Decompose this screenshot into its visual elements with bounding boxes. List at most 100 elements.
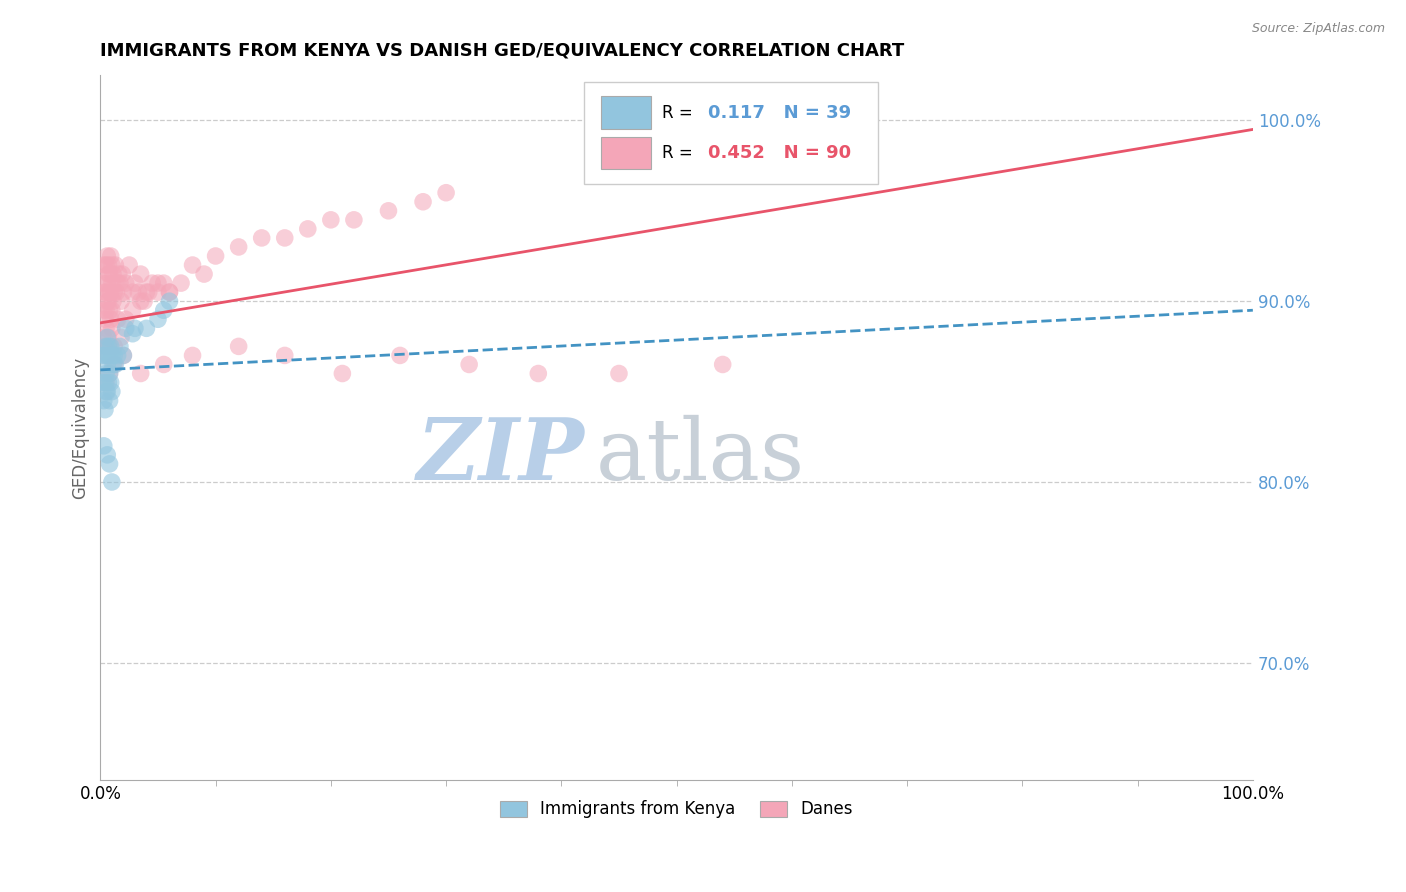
Point [105,285,128,300]
Point [159,285,181,300]
Point [98,267,121,281]
FancyBboxPatch shape [600,136,651,169]
Point [434,186,457,200]
Point [101,348,124,362]
Point [711,358,734,372]
Point [91,276,114,290]
Point [118,258,141,272]
Point [96,358,118,372]
Point [94,376,117,390]
Point [135,321,157,335]
Point [458,358,481,372]
Text: R =: R = [662,103,697,121]
Point [388,348,411,362]
Point [98,367,121,381]
Point [101,258,124,272]
Point [141,276,163,290]
Point [124,276,146,290]
Text: 0.117   N = 39: 0.117 N = 39 [707,103,851,121]
Point [112,348,135,362]
Point [94,367,117,381]
Point [108,276,131,290]
Point [96,330,118,344]
Point [94,285,117,300]
Point [100,312,122,326]
Point [152,303,174,318]
Point [96,348,118,362]
Point [101,303,124,318]
Point [114,276,136,290]
Point [124,321,146,335]
Point [121,303,143,318]
Point [98,393,121,408]
Point [94,348,117,362]
Point [103,339,125,353]
Point [97,339,120,353]
Point [97,258,120,272]
Point [297,222,319,236]
Point [111,267,134,281]
Point [101,276,124,290]
Point [114,321,136,335]
Point [170,276,193,290]
Point [107,348,129,362]
Point [97,267,120,281]
Point [121,326,143,341]
Point [98,457,121,471]
Point [152,276,174,290]
Text: ZIP: ZIP [416,414,585,498]
Point [98,348,121,362]
Point [94,312,117,326]
Point [129,367,152,381]
Point [607,367,630,381]
Point [138,285,160,300]
Y-axis label: GED/Equivalency: GED/Equivalency [72,357,89,499]
Point [343,212,366,227]
Point [146,276,169,290]
Point [97,294,120,309]
Point [204,249,226,263]
Point [152,358,174,372]
Point [94,339,117,353]
Point [101,294,124,309]
Point [332,367,354,381]
Point [100,339,122,353]
Point [121,285,143,300]
Point [181,348,204,362]
Point [274,348,297,362]
Point [93,393,115,408]
Point [193,267,215,281]
Point [228,339,250,353]
Point [97,330,120,344]
Point [100,249,122,263]
Point [98,367,121,381]
Point [101,267,124,281]
Point [101,321,124,335]
FancyBboxPatch shape [585,82,879,185]
Text: R =: R = [662,144,697,161]
Point [96,448,118,462]
Point [103,348,125,362]
Legend: Immigrants from Kenya, Danes: Immigrants from Kenya, Danes [494,794,859,825]
Point [250,231,273,245]
Point [110,330,132,344]
Point [146,285,169,300]
Point [129,294,152,309]
Point [108,339,131,353]
Point [527,367,550,381]
Point [91,376,114,390]
Point [274,231,297,245]
Point [101,384,124,399]
Point [159,294,181,309]
Point [146,312,169,326]
Text: Source: ZipAtlas.com: Source: ZipAtlas.com [1251,22,1385,36]
Point [104,258,127,272]
Point [97,348,120,362]
Point [94,384,117,399]
Point [96,294,118,309]
Point [93,439,115,453]
Point [97,376,120,390]
Text: atlas: atlas [596,415,806,498]
Point [101,475,124,489]
Point [94,321,117,335]
